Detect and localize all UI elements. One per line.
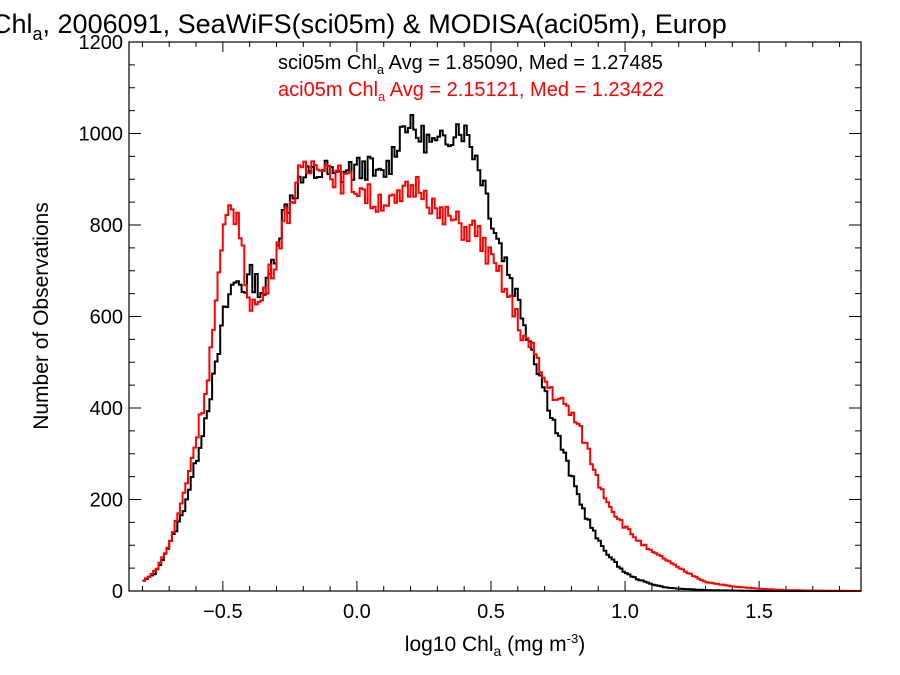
axis-ticks: −0.5 0.0 0.5 1.0 1.5 0 200 400 600 800 1000 1200: [79, 32, 861, 623]
series-line-1: [142, 160, 861, 592]
y-axis-label: Number of Observations: [30, 202, 53, 430]
chart-title-main: Chl: [0, 9, 33, 39]
chart-title-rest: , 2006091, SeaWiFS(sci05m) & MODISA(aci0…: [43, 9, 727, 39]
x-tick-label: 1.5: [745, 601, 773, 623]
plot-frame: [128, 41, 862, 592]
annotation-sci05m: sci05m Chla Avg = 1.85090, Med = 1.27485: [278, 52, 663, 77]
y-tick-label: 400: [90, 398, 123, 420]
x-axis-label: log10 Chla (mg m-3): [405, 631, 585, 659]
x-tick-label: −0.5: [203, 601, 242, 623]
x-tick-label: 0.5: [477, 601, 505, 623]
series-layer: [142, 114, 861, 592]
y-tick-label: 1200: [79, 32, 124, 54]
y-tick-label: 1000: [79, 124, 124, 146]
y-tick-label: 600: [90, 307, 123, 329]
x-tick-label: 0.0: [343, 601, 371, 623]
chart-title: Chla, 2006091, SeaWiFS(sci05m) & MODISA(…: [0, 9, 727, 44]
y-tick-label: 200: [90, 490, 123, 512]
chart-title-subscript: a: [33, 24, 44, 44]
series-line-0: [142, 114, 861, 592]
x-tick-label: 1.0: [611, 601, 639, 623]
y-tick-label: 0: [112, 581, 123, 603]
annotation-aci05m: aci05m Chla Avg = 2.15121, Med = 1.23422: [278, 79, 664, 104]
y-tick-label: 800: [90, 215, 123, 237]
